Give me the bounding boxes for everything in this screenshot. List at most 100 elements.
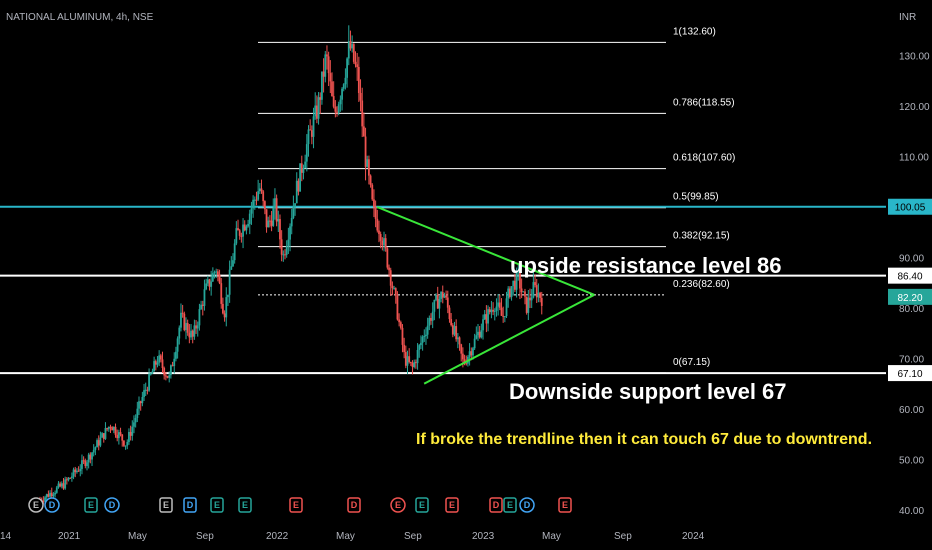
candle-body	[472, 348, 474, 356]
candle-body	[522, 291, 525, 293]
candle-body	[403, 344, 406, 353]
candle-body	[153, 361, 156, 372]
candle-body	[173, 358, 176, 366]
candle-body	[409, 361, 412, 364]
candle-body	[146, 389, 149, 391]
dividend-event-marker[interactable]	[44, 497, 60, 513]
candle-body	[413, 362, 416, 368]
candle-body	[401, 327, 404, 345]
candle-body	[310, 130, 313, 137]
candle-body	[96, 440, 98, 448]
candle-body	[185, 322, 187, 330]
x-tick-label: Sep	[404, 531, 422, 542]
candle-body	[87, 454, 90, 463]
earnings-event-marker[interactable]	[84, 497, 98, 513]
candle-body	[393, 288, 395, 290]
x-tick-label: Sep	[196, 531, 214, 542]
candle-body	[502, 315, 505, 317]
candle-body	[297, 180, 300, 192]
time-axis[interactable]: 14 2021 May Sep 2022 May Sep 2023 May Sep 2024	[0, 531, 705, 542]
candle-body	[441, 292, 444, 298]
candle-body	[169, 365, 172, 376]
candle-body	[362, 126, 365, 137]
dividend-event-marker[interactable]	[390, 497, 406, 513]
candle-body	[101, 433, 103, 438]
candle-body	[54, 492, 57, 495]
candle-body	[213, 272, 216, 274]
earnings-event-marker[interactable]	[289, 497, 303, 513]
candle-body	[45, 494, 48, 498]
candle-body	[267, 220, 270, 228]
y-tick-label: 80.00	[899, 304, 924, 315]
earnings-event-marker[interactable]	[503, 497, 517, 513]
candle-body	[136, 408, 139, 418]
candle-body	[426, 325, 429, 335]
candle-body	[421, 336, 424, 343]
earnings-event-marker[interactable]	[183, 497, 197, 513]
earnings-event-marker[interactable]	[489, 497, 503, 513]
candle-body	[404, 352, 407, 366]
candle-body	[389, 270, 392, 286]
candle-body	[285, 246, 288, 255]
earnings-event-marker[interactable]	[445, 497, 459, 513]
candle-body	[423, 336, 426, 338]
candle-body	[336, 111, 338, 113]
x-tick-label: 2024	[682, 531, 705, 542]
earnings-event-marker[interactable]	[238, 497, 252, 513]
candle-body	[461, 353, 464, 360]
candle-body	[255, 199, 258, 201]
candle-body	[388, 267, 390, 271]
candle-body	[517, 270, 520, 272]
candle-body	[317, 97, 320, 119]
earnings-event-marker[interactable]	[558, 497, 572, 513]
x-tick-label: 2021	[58, 531, 81, 542]
earnings-event-marker[interactable]	[347, 497, 361, 513]
candle-body	[208, 279, 211, 287]
candle-body	[161, 359, 164, 369]
dividend-event-marker[interactable]	[519, 497, 535, 513]
candle-body	[171, 365, 174, 367]
earnings-event-marker[interactable]	[159, 497, 173, 513]
candle-body	[394, 288, 397, 296]
candle-body	[436, 294, 439, 309]
y-tick-label: 90.00	[899, 253, 924, 264]
candle-body	[398, 319, 401, 323]
candle-body	[326, 54, 328, 57]
dividend-event-marker[interactable]	[104, 497, 120, 513]
candle-body	[485, 314, 488, 324]
candle-body	[332, 96, 335, 107]
x-tick-label: Sep	[614, 531, 632, 542]
candle-body	[512, 280, 515, 287]
event-marker-label: E	[419, 500, 425, 510]
candle-body	[534, 282, 536, 286]
candle-body	[450, 319, 453, 326]
candle-body	[91, 452, 93, 460]
candle-body	[69, 477, 72, 479]
candle-body	[321, 71, 323, 100]
chart-title: NATIONAL ALUMINUM, 4h, NSE	[6, 12, 154, 23]
trendline-note-annotation: If broke the trendline then it can touch…	[416, 431, 872, 448]
candle-body	[361, 100, 364, 127]
price-axis[interactable]: INR40.0050.0060.0070.0080.0090.00100.001…	[899, 12, 930, 517]
x-tick-label: 2022	[266, 531, 289, 542]
earnings-event-marker[interactable]	[415, 497, 429, 513]
candle-body	[339, 99, 342, 105]
candle-body	[373, 199, 375, 208]
candle-body	[52, 494, 55, 497]
candle-body	[129, 431, 132, 436]
y-tick-label: 60.00	[899, 405, 924, 416]
candle-body	[168, 375, 171, 378]
candle-body	[351, 44, 354, 49]
event-marker-label: E	[214, 500, 220, 510]
x-tick-label: 2023	[472, 531, 495, 542]
y-tick-label: 110.00	[899, 153, 929, 164]
fib-level-label: 0(67.15)	[673, 357, 710, 368]
candle-body	[535, 285, 538, 298]
fib-level-label: 0.786(118.55)	[673, 97, 735, 108]
candle-body	[156, 362, 159, 365]
candle-body	[539, 292, 541, 298]
candle-body	[396, 295, 399, 320]
earnings-event-marker[interactable]	[210, 497, 224, 513]
dividend-event-marker[interactable]	[28, 497, 44, 513]
